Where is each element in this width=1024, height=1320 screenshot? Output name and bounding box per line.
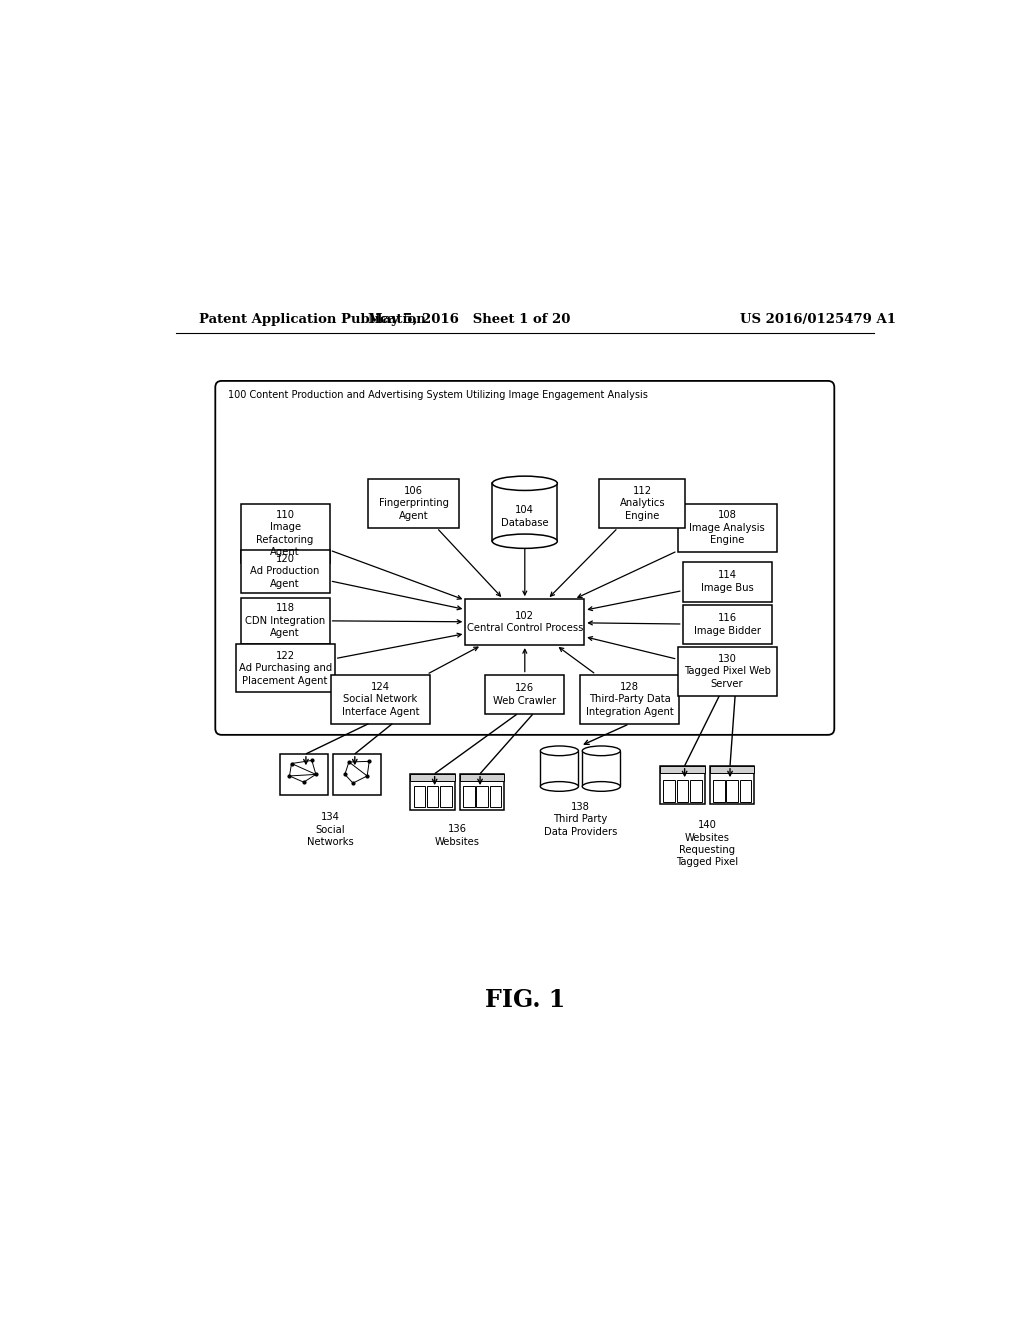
Bar bbox=[683, 605, 772, 644]
Text: 110
Image
Refactoring
Agent: 110 Image Refactoring Agent bbox=[256, 510, 313, 557]
Bar bbox=[465, 599, 585, 645]
Bar bbox=[677, 780, 688, 801]
Bar bbox=[241, 504, 330, 564]
Text: 104
Database: 104 Database bbox=[501, 506, 549, 528]
Bar bbox=[414, 787, 425, 807]
Bar bbox=[440, 787, 452, 807]
Text: 140
Websites
Requesting
Tagged Pixel: 140 Websites Requesting Tagged Pixel bbox=[676, 820, 738, 867]
Bar bbox=[411, 774, 455, 809]
Bar bbox=[427, 787, 438, 807]
Text: 136
Websites: 136 Websites bbox=[435, 825, 480, 847]
Text: 138
Third Party
Data Providers: 138 Third Party Data Providers bbox=[544, 801, 617, 837]
Bar bbox=[678, 647, 777, 696]
Bar bbox=[333, 754, 381, 796]
Bar bbox=[411, 774, 455, 781]
Bar bbox=[690, 780, 701, 801]
Bar bbox=[236, 644, 335, 692]
Bar bbox=[583, 751, 621, 787]
Bar bbox=[713, 780, 725, 801]
Bar bbox=[710, 766, 755, 774]
Ellipse shape bbox=[583, 781, 621, 791]
Text: 124
Social Network
Interface Agent: 124 Social Network Interface Agent bbox=[342, 681, 419, 717]
Text: 106
Fingerprinting
Agent: 106 Fingerprinting Agent bbox=[379, 486, 449, 520]
Bar bbox=[599, 479, 685, 528]
Text: 100 Content Production and Advertising System Utilizing Image Engagement Analysi: 100 Content Production and Advertising S… bbox=[228, 389, 648, 400]
Bar bbox=[463, 787, 474, 807]
Bar bbox=[485, 675, 564, 714]
Bar bbox=[541, 751, 579, 787]
Ellipse shape bbox=[583, 746, 621, 755]
Text: 128
Third-Party Data
Integration Agent: 128 Third-Party Data Integration Agent bbox=[586, 681, 674, 717]
Bar bbox=[460, 774, 504, 809]
Text: 108
Image Analysis
Engine: 108 Image Analysis Engine bbox=[689, 511, 765, 545]
Text: FIG. 1: FIG. 1 bbox=[484, 987, 565, 1012]
Text: May 5, 2016   Sheet 1 of 20: May 5, 2016 Sheet 1 of 20 bbox=[368, 313, 570, 326]
Bar bbox=[489, 787, 501, 807]
Text: 126
Web Crawler: 126 Web Crawler bbox=[494, 684, 556, 706]
Text: 122
Ad Purchasing and
Placement Agent: 122 Ad Purchasing and Placement Agent bbox=[239, 651, 332, 685]
Text: Patent Application Publication: Patent Application Publication bbox=[200, 313, 426, 326]
Bar bbox=[726, 780, 738, 801]
Text: 134
Social
Networks: 134 Social Networks bbox=[307, 813, 353, 847]
Ellipse shape bbox=[541, 746, 579, 755]
Bar bbox=[331, 675, 430, 723]
Bar bbox=[368, 479, 460, 528]
Bar bbox=[241, 550, 330, 593]
Bar bbox=[280, 754, 328, 796]
Text: 116
Image Bidder: 116 Image Bidder bbox=[693, 614, 761, 636]
FancyBboxPatch shape bbox=[215, 381, 835, 735]
Bar bbox=[580, 675, 679, 723]
Bar bbox=[660, 766, 705, 804]
Text: 102
Central Control Process: 102 Central Control Process bbox=[467, 611, 583, 634]
Text: US 2016/0125479 A1: US 2016/0125479 A1 bbox=[740, 313, 896, 326]
Ellipse shape bbox=[493, 477, 557, 491]
Text: 120
Ad Production
Agent: 120 Ad Production Agent bbox=[251, 554, 319, 589]
Bar bbox=[739, 780, 752, 801]
Bar bbox=[660, 766, 705, 774]
Bar bbox=[710, 766, 755, 804]
Bar bbox=[460, 774, 504, 781]
Bar bbox=[683, 562, 772, 602]
Text: 112
Analytics
Engine: 112 Analytics Engine bbox=[620, 486, 665, 520]
Bar bbox=[678, 504, 777, 552]
Text: 130
Tagged Pixel Web
Server: 130 Tagged Pixel Web Server bbox=[684, 653, 771, 689]
Bar bbox=[493, 483, 557, 541]
Text: 114
Image Bus: 114 Image Bus bbox=[700, 570, 754, 593]
Ellipse shape bbox=[541, 781, 579, 791]
Text: 118
CDN Integration
Agent: 118 CDN Integration Agent bbox=[245, 603, 326, 638]
Bar bbox=[664, 780, 675, 801]
Bar bbox=[241, 598, 330, 644]
Ellipse shape bbox=[493, 535, 557, 548]
Bar bbox=[476, 787, 487, 807]
